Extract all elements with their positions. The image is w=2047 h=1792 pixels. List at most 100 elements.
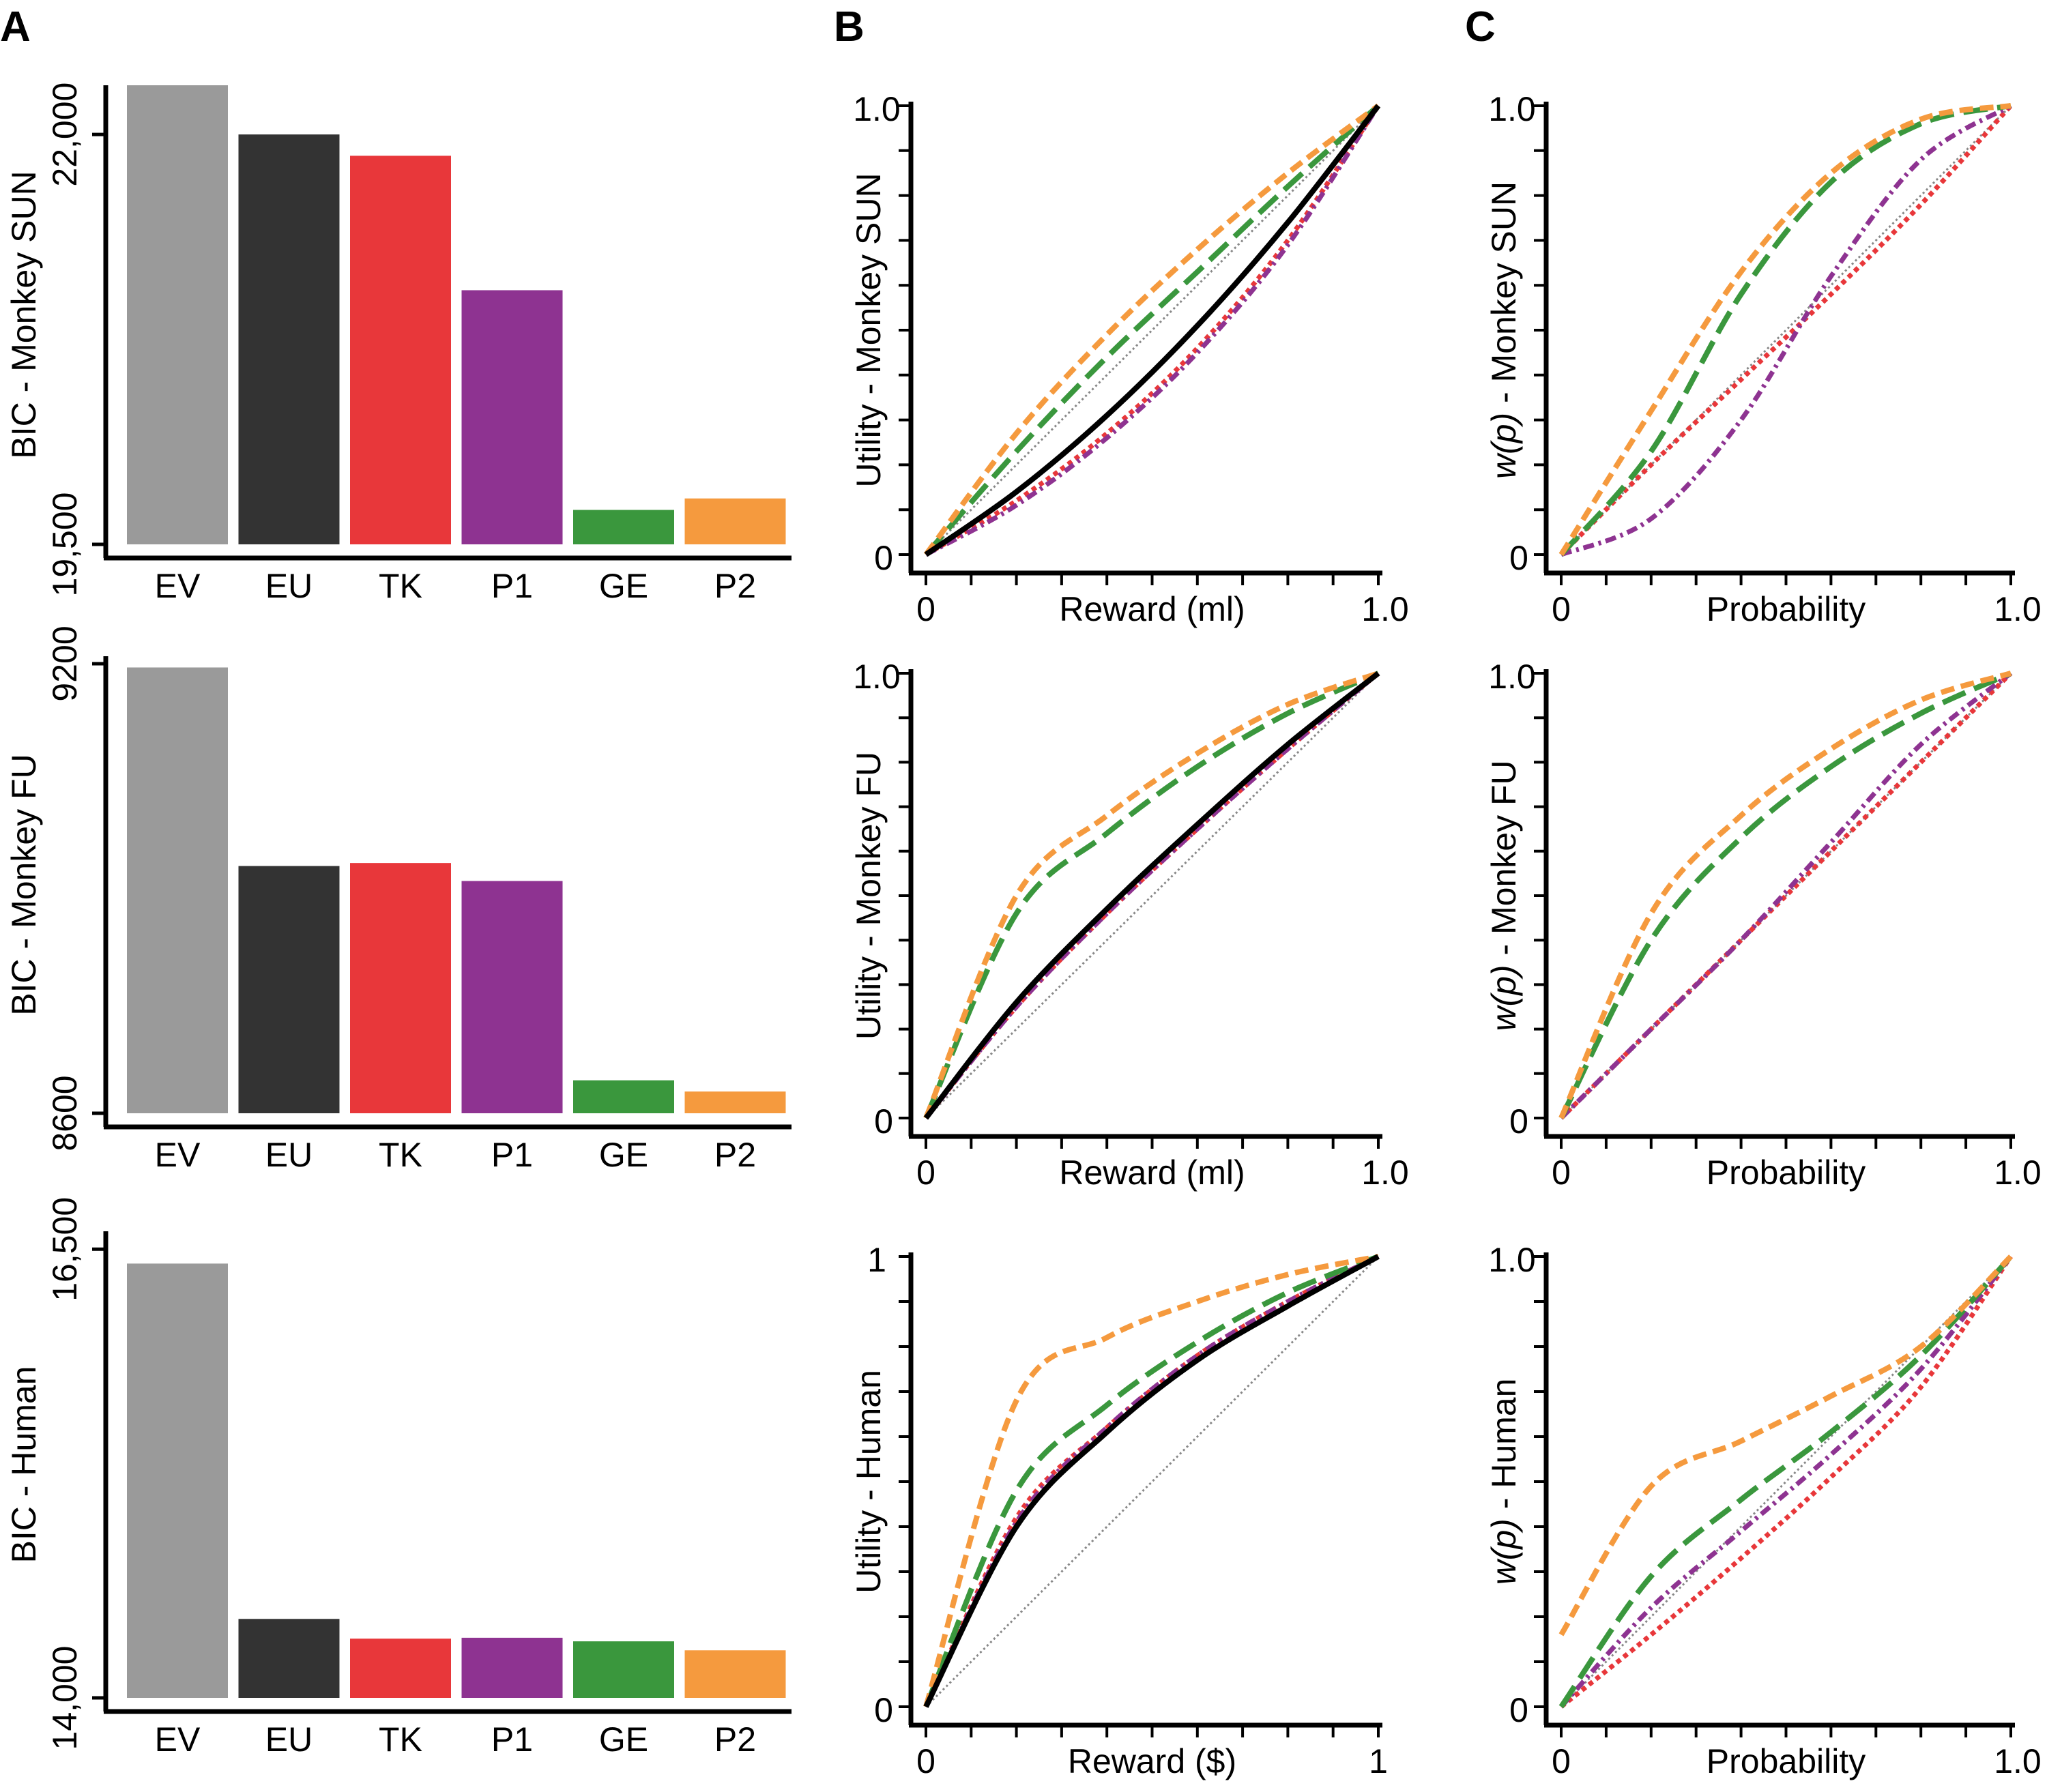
ytick-label-c-monkey-fu-1: 1.0: [1488, 658, 1536, 696]
bar-human-p2: [684, 1650, 786, 1698]
series-line-b-monkey-fu-p2: [923, 671, 1380, 1119]
series-line-b-human-p2: [923, 1254, 1379, 1708]
series-line-c-monkey-sun-tk: [1559, 104, 2013, 557]
ytick-label-monkey-sun-0: 19,500: [46, 493, 84, 597]
xlabel-c-monkey-fu: Probability: [1707, 1154, 1865, 1192]
ytick-label-c-monkey-fu-0: 0: [1509, 1102, 1528, 1141]
panel-letter-a: A: [0, 3, 31, 50]
series-line-b-monkey-sun-ge: [923, 104, 1380, 557]
xtick-label-monkey-sun-p1: P1: [491, 567, 533, 605]
ytick-label-c-human-0: 0: [1509, 1691, 1528, 1729]
bar-monkey-fu-p2: [684, 1091, 786, 1113]
series-line-c-human-p1: [1559, 1254, 2013, 1709]
ylabel-b-human: Utility - Human: [850, 1370, 888, 1593]
xtick-label-monkey-sun-eu: EU: [265, 567, 313, 605]
ytick-label-c-monkey-sun-0: 0: [1509, 539, 1528, 577]
series-line-c-human-tk: [1559, 1255, 2013, 1709]
identity-line-b-monkey-fu: [925, 672, 1380, 1119]
xtick-label-b-human-0: 0: [916, 1742, 935, 1780]
bar-monkey-fu-p1: [461, 881, 563, 1113]
bar-human-ev: [127, 1263, 228, 1698]
bar-monkey-sun-p1: [461, 290, 563, 544]
series-line-b-monkey-sun-p2: [923, 103, 1380, 557]
series-line-b-monkey-fu-eu: [923, 671, 1380, 1120]
series-line-c-monkey-fu-p2: [1558, 671, 2012, 1119]
ytick-label-b-monkey-fu-0: 0: [874, 1102, 893, 1141]
series-line-b-human-ge: [923, 1254, 1380, 1708]
xtick-label-human-eu: EU: [265, 1720, 313, 1759]
bar-monkey-fu-tk: [350, 863, 451, 1113]
bar-human-tk: [350, 1639, 451, 1698]
bar-human-ge: [573, 1641, 674, 1698]
xtick-label-b-monkey-fu-0: 0: [916, 1154, 935, 1192]
bar-monkey-sun-p2: [684, 498, 786, 544]
xtick-label-c-monkey-fu-1: 1.0: [1994, 1154, 2042, 1192]
ytick-label-b-monkey-sun-0: 0: [874, 539, 893, 577]
series-line-c-monkey-fu-ge: [1558, 671, 2012, 1119]
xtick-label-monkey-fu-p1: P1: [491, 1136, 533, 1174]
bar-monkey-fu-eu: [238, 866, 340, 1113]
xtick-label-monkey-fu-tk: TK: [379, 1136, 422, 1174]
series-line-c-monkey-fu-p1: [1559, 671, 2013, 1120]
xtick-label-human-ev: EV: [155, 1720, 201, 1759]
ytick-label-b-monkey-fu-1: 1.0: [853, 658, 901, 696]
series-line-b-monkey-sun-eu: [924, 104, 1381, 557]
bar-monkey-sun-eu: [238, 134, 340, 544]
xtick-label-human-p2: P2: [714, 1720, 756, 1759]
series-line-c-monkey-sun-p1: [1560, 103, 2012, 557]
xtick-label-human-p1: P1: [491, 1720, 533, 1759]
series-line-b-monkey-sun-tk: [925, 104, 1380, 557]
bar-monkey-fu-ge: [573, 1080, 674, 1113]
xtick-label-monkey-fu-ge: GE: [599, 1136, 648, 1174]
xtick-label-monkey-sun-tk: TK: [379, 567, 422, 605]
ylabel-b-monkey-sun: Utility - Monkey SUN: [850, 173, 888, 487]
series-line-c-monkey-sun-ge: [1558, 103, 2012, 557]
xtick-label-monkey-sun-ev: EV: [155, 567, 201, 605]
identity-line-c-human: [1560, 1255, 2012, 1708]
xtick-label-c-monkey-fu-0: 0: [1552, 1154, 1571, 1192]
ytick-label-monkey-fu-0: 8600: [46, 1075, 84, 1151]
ytick-label-b-human-1: 1: [867, 1241, 886, 1279]
xlabel-c-human: Probability: [1707, 1742, 1865, 1780]
xtick-label-b-human-1: 1: [1369, 1742, 1388, 1780]
identity-line-b-monkey-sun: [925, 104, 1380, 556]
bar-human-eu: [238, 1619, 340, 1698]
bar-human-p1: [461, 1637, 563, 1698]
ytick-label-human-0: 14,000: [46, 1646, 84, 1750]
ytick-label-human-1: 16,500: [46, 1197, 84, 1302]
ylabel-c-human: w(p) - Human: [1485, 1379, 1523, 1585]
ytick-label-monkey-sun-1: 22,000: [46, 83, 84, 187]
series-line-c-monkey-sun-p2: [1558, 103, 2012, 557]
bar-monkey-fu-ev: [127, 667, 228, 1113]
ylabel-c-monkey-fu: w(p) - Monkey FU: [1485, 760, 1523, 1031]
series-line-c-human-p2: [1558, 1254, 2013, 1636]
ylabel-monkey-fu: BIC - Monkey FU: [5, 754, 43, 1015]
xtick-label-c-monkey-sun-0: 0: [1552, 590, 1571, 628]
ytick-label-b-monkey-sun-1: 1.0: [853, 90, 901, 128]
xtick-label-c-monkey-sun-1: 1.0: [1994, 590, 2042, 628]
ytick-label-c-human-1: 1.0: [1488, 1241, 1536, 1279]
xtick-label-b-monkey-fu-1: 1.0: [1361, 1154, 1409, 1192]
ylabel-c-monkey-sun: w(p) - Monkey SUN: [1485, 181, 1523, 479]
ylabel-human: BIC - Human: [5, 1366, 43, 1563]
xtick-label-c-human-0: 0: [1552, 1742, 1571, 1780]
xlabel-b-human: Reward ($): [1068, 1742, 1236, 1780]
series-line-b-monkey-fu-ge: [923, 671, 1380, 1119]
ylabel-b-monkey-fu: Utility - Monkey FU: [850, 752, 888, 1040]
xtick-label-monkey-fu-ev: EV: [155, 1136, 201, 1174]
bar-monkey-sun-ge: [573, 510, 674, 544]
xtick-label-c-human-1: 1.0: [1994, 1742, 2042, 1780]
panel-letter-b: B: [834, 3, 865, 50]
ytick-label-b-human-0: 0: [874, 1691, 893, 1729]
ytick-label-monkey-fu-1: 9200: [46, 626, 84, 701]
xtick-label-b-monkey-sun-1: 1.0: [1361, 590, 1409, 628]
identity-line-b-human: [925, 1255, 1380, 1708]
xlabel-b-monkey-sun: Reward (ml): [1059, 590, 1245, 628]
ylabel-monkey-sun: BIC - Monkey SUN: [5, 171, 43, 458]
ytick-label-c-monkey-sun-1: 1.0: [1488, 90, 1536, 128]
series-line-b-monkey-sun-p1: [925, 104, 1380, 557]
xtick-label-monkey-sun-ge: GE: [599, 567, 648, 605]
xtick-label-monkey-fu-p2: P2: [714, 1136, 756, 1174]
series-line-b-human-eu: [923, 1254, 1380, 1708]
